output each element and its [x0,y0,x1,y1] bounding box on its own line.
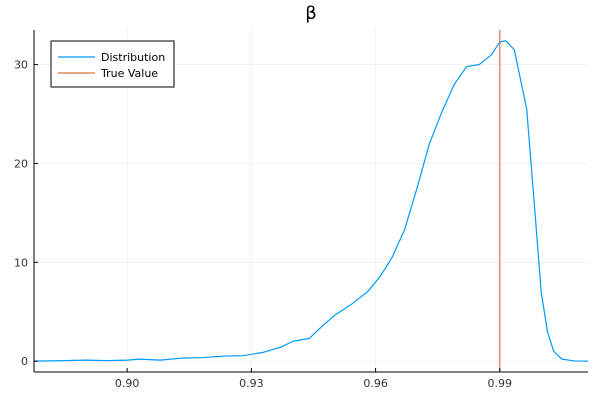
legend-box [50,40,175,88]
x-tick-label: 0.90 [115,377,140,390]
y-tick-label: 0 [21,355,28,368]
y-tick-label: 10 [14,256,28,269]
series-layer [33,30,589,372]
legend: Distribution True Value [50,40,175,88]
chart-title: β [305,3,317,24]
x-tick-label: 0.96 [363,377,388,390]
tick-layer: 0.90 0.93 0.96 0.99 0 10 20 30 [14,59,512,390]
x-tick-label: 0.99 [488,377,513,390]
y-tick-label: 20 [14,157,28,170]
legend-label-distribution: Distribution [101,51,165,64]
x-tick-label: 0.93 [239,377,264,390]
series-line-distribution [33,40,589,362]
axes [33,30,588,373]
legend-label-true-value: True Value [100,67,158,80]
y-tick-label: 30 [14,59,28,72]
